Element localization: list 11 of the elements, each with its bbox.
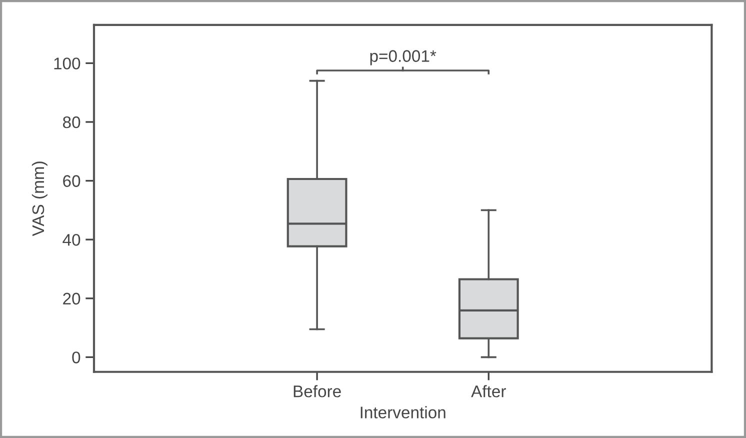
annotation: p=0.001* xyxy=(370,50,436,66)
y-tick-label: 80 xyxy=(62,116,80,128)
y-tick-label: 0 xyxy=(72,352,80,364)
x-tick-label: Before xyxy=(294,385,341,398)
y-tick-label: 20 xyxy=(63,292,80,305)
y-tick-label: 100 xyxy=(54,58,80,70)
y-tick-label: 60 xyxy=(63,175,80,187)
x-tick-label: After xyxy=(471,385,506,398)
y-axis-title: VAS (mm) xyxy=(32,162,48,236)
y-tick-label: 40 xyxy=(62,234,80,246)
x-axis-title: Intervention xyxy=(360,406,446,418)
